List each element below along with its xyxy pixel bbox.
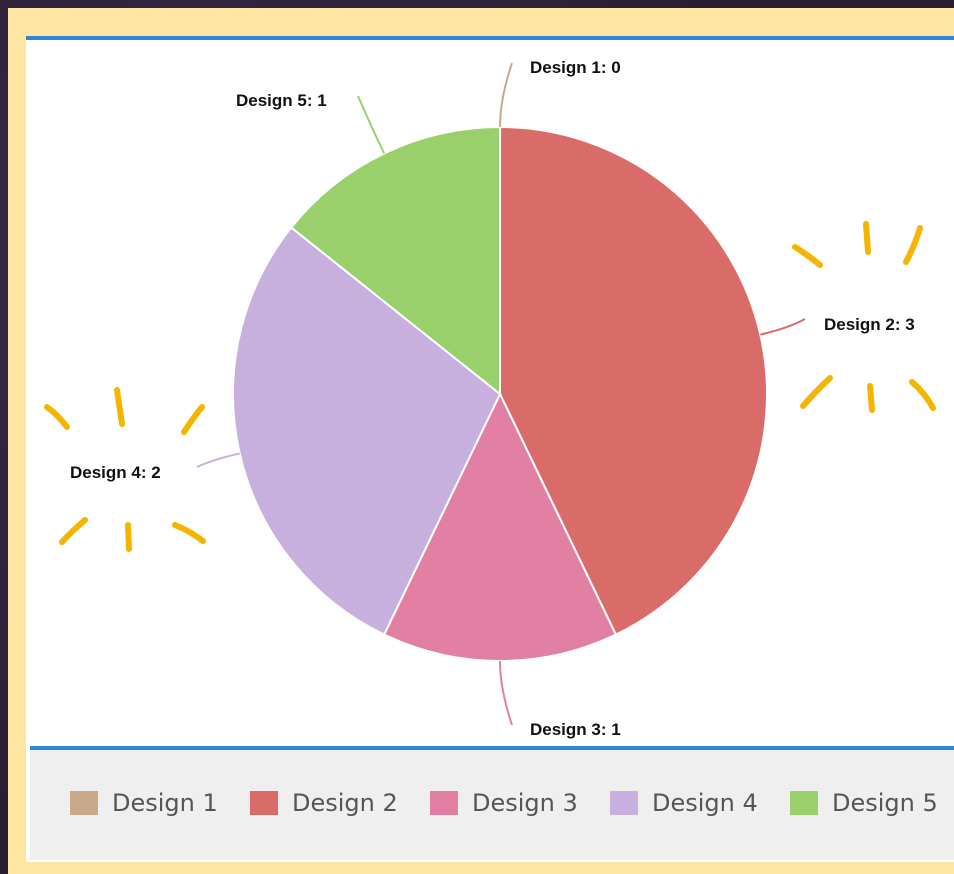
legend-swatch-design-4: [610, 791, 638, 815]
legend-label-design-2: Design 2: [292, 789, 398, 817]
legend-item-design-4[interactable]: Design 4: [610, 788, 758, 818]
pie-slices: [232, 125, 768, 663]
data-label-design-2: Design 2: 3: [824, 315, 915, 334]
legend-swatch-design-5: [790, 791, 818, 815]
leader-line-design-3: [499, 660, 513, 726]
legend-label-design-1: Design 1: [112, 789, 218, 817]
highlight-mark: [59, 517, 88, 545]
legend-item-design-5[interactable]: Design 5: [790, 788, 938, 818]
highlight-marks: [44, 221, 936, 552]
highlight-mark: [909, 379, 936, 411]
legend-label-design-5: Design 5: [832, 789, 938, 817]
highlight-mark: [125, 522, 132, 552]
leader-line-design-1: [499, 62, 513, 128]
leader-line-design-4: [196, 452, 240, 468]
data-label-design-5: Design 5: 1: [236, 91, 327, 110]
highlight-mark: [867, 383, 875, 413]
leader-lines: [196, 62, 806, 726]
pie-slice-design-2[interactable]: [499, 125, 768, 636]
legend-swatch-design-2: [250, 791, 278, 815]
legend-item-design-1[interactable]: Design 1: [70, 788, 218, 818]
highlight-mark: [903, 225, 923, 265]
data-label-design-3: Design 3: 1: [530, 720, 621, 739]
leader-line-design-2: [760, 318, 806, 336]
legend-swatch-design-3: [430, 791, 458, 815]
highlight-mark: [800, 375, 833, 409]
legend-item-design-2[interactable]: Design 2: [250, 788, 398, 818]
leader-line-design-5: [357, 95, 386, 154]
data-label-design-4: Design 4: 2: [70, 463, 161, 482]
highlight-mark: [863, 221, 871, 255]
highlight-mark: [181, 404, 205, 435]
highlight-mark: [792, 244, 823, 268]
legend-item-design-3[interactable]: Design 3: [430, 788, 578, 818]
legend: Design 1 Design 2 Design 3 Design 4 Desi…: [30, 746, 954, 860]
legend-label-design-3: Design 3: [472, 789, 578, 817]
highlight-mark: [114, 387, 125, 427]
highlight-mark: [44, 404, 70, 430]
legend-swatch-design-1: [70, 791, 98, 815]
data-labels: Design 1: 0 Design 2: 3 Design 3: 1 Desi…: [70, 58, 915, 739]
legend-label-design-4: Design 4: [652, 789, 758, 817]
highlight-mark: [172, 522, 206, 544]
data-label-design-1: Design 1: 0: [530, 58, 621, 77]
